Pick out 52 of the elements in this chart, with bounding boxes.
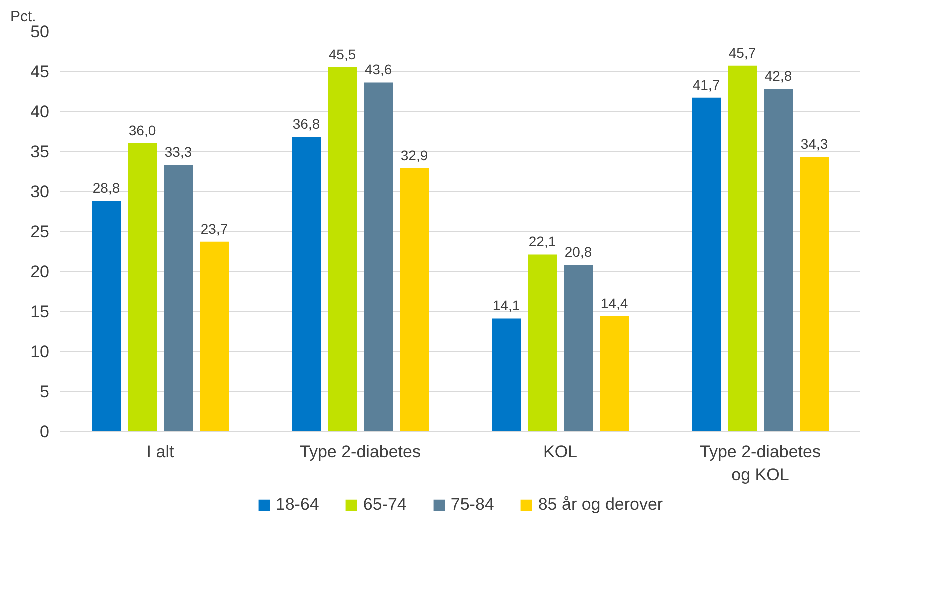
y-tick-label: 0	[40, 422, 50, 442]
x-tick-label: Type 2-diabetes	[300, 442, 421, 462]
bar	[364, 82, 393, 432]
data-label: 41,7	[692, 76, 720, 93]
bar	[728, 66, 757, 432]
x-tick-label: I alt	[146, 442, 174, 462]
x-tick-label: KOL	[543, 442, 578, 462]
data-label: 32,9	[400, 147, 428, 164]
bar	[400, 168, 429, 432]
bar	[800, 157, 829, 432]
legend-label: 85 år og derover	[538, 495, 664, 515]
y-tick-label: 50	[30, 22, 50, 42]
bar	[492, 318, 521, 432]
bar	[200, 242, 229, 432]
y-axis-title: Pct.	[10, 8, 36, 26]
y-tick-label: 20	[30, 262, 50, 282]
data-label: 22,1	[528, 234, 556, 250]
y-tick-label: 45	[30, 62, 50, 82]
bar	[528, 254, 557, 432]
data-label: 33,3	[164, 144, 192, 160]
legend-label: 75-84	[450, 495, 494, 515]
legend-label: 18-64	[276, 495, 320, 515]
data-label: 36,0	[128, 122, 156, 138]
bar	[600, 316, 629, 432]
data-label: 14,1	[492, 298, 520, 314]
data-label: 36,8	[292, 116, 320, 132]
y-tick-label: 40	[30, 102, 50, 122]
data-label: 14,4	[600, 295, 628, 312]
y-tick-label: 30	[30, 182, 50, 202]
bar	[764, 89, 793, 432]
data-label: 45,7	[728, 44, 756, 61]
x-tick-label: Type 2-diabetes og KOL	[700, 442, 821, 484]
data-label: 20,8	[564, 244, 592, 260]
data-label: 42,8	[764, 68, 792, 84]
data-label: 43,6	[364, 62, 392, 78]
y-tick-label: 5	[40, 382, 50, 402]
y-tick-label: 35	[30, 142, 50, 162]
bar	[128, 144, 157, 432]
bar	[692, 98, 721, 432]
legend-label: 65-74	[363, 495, 407, 515]
data-label: 34,3	[800, 136, 828, 152]
bar	[564, 265, 593, 432]
bar	[328, 68, 357, 432]
y-tick-label: 15	[30, 302, 50, 322]
y-tick-label: 25	[30, 222, 50, 242]
data-label: 28,8	[92, 180, 120, 196]
data-label: 23,7	[200, 220, 228, 237]
data-label: 45,5	[328, 46, 356, 62]
bar	[164, 165, 193, 432]
bar	[92, 201, 121, 432]
bar	[292, 137, 321, 432]
y-tick-label: 10	[30, 342, 50, 362]
